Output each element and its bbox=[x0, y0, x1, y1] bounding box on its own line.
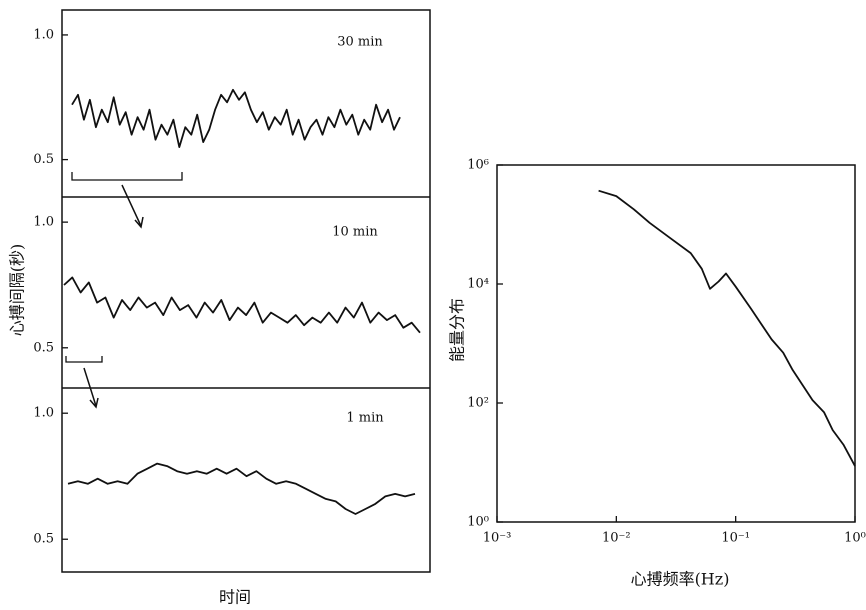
y-tick-label: 10⁶ bbox=[467, 158, 489, 173]
data-line bbox=[598, 189, 856, 467]
y-tick-label: 0.5 bbox=[33, 532, 54, 547]
x-axis-label: 心搏频率(Hz) bbox=[631, 570, 730, 589]
left-frame bbox=[61, 9, 431, 573]
y-tick-label: 10² bbox=[467, 396, 489, 411]
y-tick-label: 0.5 bbox=[33, 340, 54, 355]
scale-bracket bbox=[71, 172, 183, 181]
y-tick-label: 1.0 bbox=[33, 27, 54, 42]
y-tick-label: 0.5 bbox=[33, 152, 54, 167]
y-tick-label: 10⁰ bbox=[467, 515, 489, 530]
data-line bbox=[63, 276, 421, 334]
right-frame bbox=[496, 164, 856, 523]
x-tick-label: 10⁰ bbox=[844, 531, 866, 546]
data-line bbox=[67, 462, 416, 515]
x-tick-label: 10⁻² bbox=[602, 531, 631, 546]
y-axis-label: 心搏间隔(秒) bbox=[8, 244, 27, 337]
x-tick-label: 10⁻¹ bbox=[721, 531, 750, 546]
y-axis-label: 能量分布 bbox=[448, 298, 467, 362]
y-tick-label: 10⁴ bbox=[467, 277, 489, 292]
x-tick-label: 10⁻³ bbox=[483, 531, 512, 546]
annotation: 10 min bbox=[332, 225, 378, 240]
y-tick-label: 1.0 bbox=[33, 406, 54, 421]
y-tick-label: 1.0 bbox=[33, 215, 54, 230]
scale-bracket bbox=[65, 356, 103, 363]
x-axis-label: 时间 bbox=[219, 588, 251, 607]
annotation: 30 min bbox=[337, 35, 383, 50]
zoom-arrow bbox=[83, 367, 99, 409]
annotation: 1 min bbox=[346, 411, 384, 426]
zoom-arrow bbox=[121, 184, 144, 229]
data-line bbox=[71, 88, 401, 148]
